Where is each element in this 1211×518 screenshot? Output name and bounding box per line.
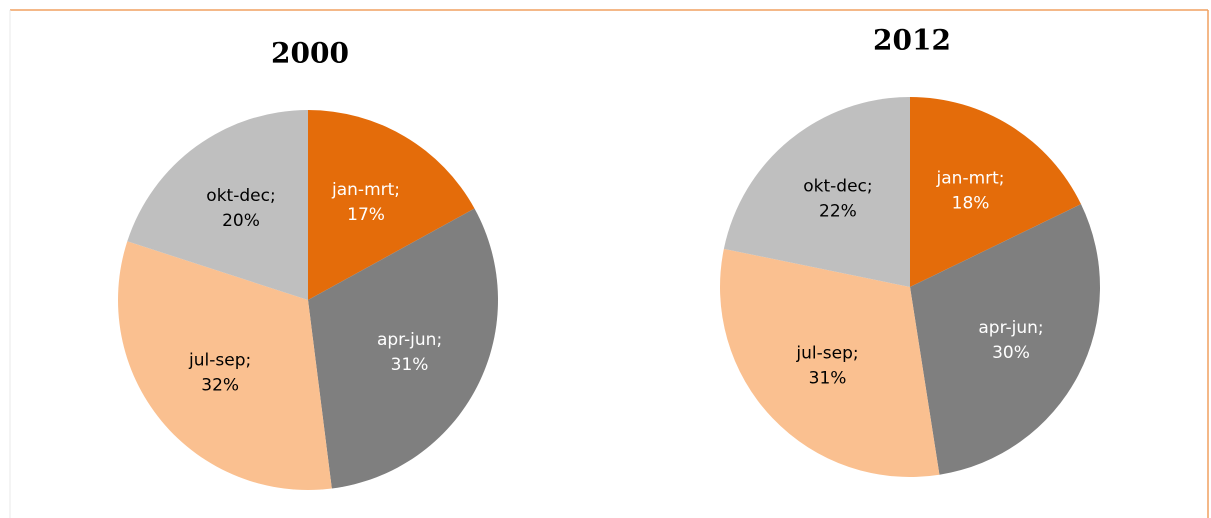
pie-slice <box>127 110 309 300</box>
pie-slice <box>308 208 498 489</box>
pie-slice <box>910 97 1082 287</box>
slice-category-label: apr-jun; <box>377 330 442 350</box>
slice-category-label: okt-dec; <box>803 177 872 197</box>
slice-value-label: 17% <box>347 205 385 225</box>
slice-category-label: jan-mrt; <box>936 168 1005 188</box>
slice-value-label: 18% <box>952 193 990 213</box>
slice-value-label: 20% <box>222 211 260 231</box>
chart-title: 2012 <box>873 24 951 57</box>
pie-slice <box>723 97 910 287</box>
slice-category-label: jul-sep; <box>795 344 858 364</box>
pie-slice <box>118 241 332 490</box>
slice-value-label: 30% <box>992 343 1030 363</box>
slice-category-label: jan-mrt; <box>331 180 400 200</box>
slice-value-label: 22% <box>819 202 857 222</box>
slice-value-label: 31% <box>391 355 429 375</box>
slice-category-label: okt-dec; <box>206 186 275 206</box>
pie-slice <box>719 248 940 478</box>
slice-category-label: jul-sep; <box>188 351 251 371</box>
chart-title: 2000 <box>271 37 349 70</box>
pie-slice <box>308 110 475 300</box>
slice-category-label: apr-jun; <box>978 318 1043 338</box>
slice-value-label: 31% <box>809 369 847 389</box>
pie-slice <box>910 204 1100 475</box>
slice-value-label: 32% <box>201 376 239 396</box>
